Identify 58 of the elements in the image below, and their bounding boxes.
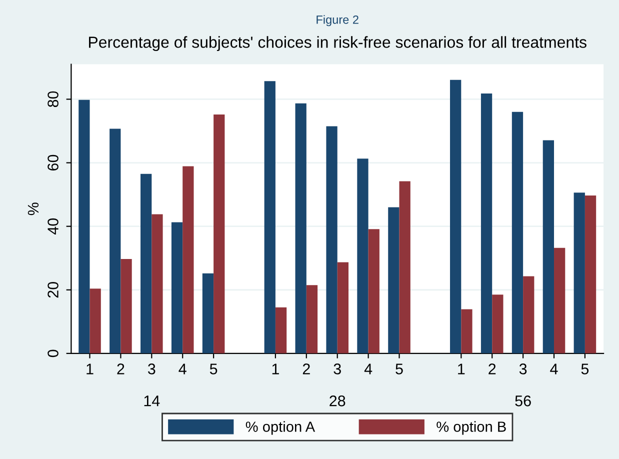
bar bbox=[152, 214, 163, 354]
bar bbox=[357, 158, 368, 354]
y-tick-label: 0 bbox=[48, 350, 58, 358]
bar bbox=[368, 229, 380, 354]
bar bbox=[450, 80, 462, 354]
x-tick-label: 1 bbox=[458, 364, 465, 374]
bar bbox=[171, 222, 183, 354]
bar bbox=[326, 126, 338, 354]
x-tick-label: 3 bbox=[519, 364, 527, 374]
y-tick-label: 80 bbox=[48, 91, 58, 108]
bar bbox=[120, 259, 132, 354]
legend-label: % option A bbox=[246, 421, 316, 435]
bar bbox=[295, 103, 306, 354]
x-tick-label: 4 bbox=[550, 364, 558, 374]
x-tick-label: 2 bbox=[117, 364, 124, 374]
x-tick-label: 1 bbox=[272, 364, 279, 374]
bar bbox=[90, 288, 101, 354]
x-tick-label: 4 bbox=[178, 364, 186, 374]
x-tick-label: 3 bbox=[148, 364, 156, 374]
y-tick-label: 40 bbox=[48, 218, 58, 234]
text: 14 bbox=[144, 396, 160, 406]
bar bbox=[306, 285, 318, 354]
x-tick-label: 2 bbox=[302, 364, 310, 374]
x-tick-label: 5 bbox=[581, 364, 589, 374]
bar bbox=[399, 181, 410, 354]
chart-title: Figure 2 bbox=[316, 15, 358, 26]
bar bbox=[275, 307, 287, 354]
x-tick-label: 4 bbox=[364, 364, 372, 374]
bar bbox=[264, 81, 276, 354]
bar bbox=[110, 128, 121, 354]
x-tick-label: 3 bbox=[334, 364, 341, 374]
y-tick-label: 60 bbox=[48, 154, 58, 170]
bar bbox=[214, 114, 225, 354]
bar bbox=[78, 100, 90, 354]
bar bbox=[182, 166, 194, 354]
bar bbox=[140, 174, 152, 354]
bar bbox=[512, 112, 524, 354]
legend-label: % option B bbox=[436, 421, 506, 435]
chart-subtitle: Percentage of subjects' choices in risk-free scenarios for all treatments bbox=[89, 36, 586, 52]
text: 56 bbox=[515, 396, 531, 406]
bar bbox=[337, 262, 348, 354]
bar bbox=[480, 93, 492, 354]
bar bbox=[523, 276, 534, 354]
bar bbox=[492, 294, 504, 354]
bar bbox=[461, 309, 472, 354]
bar bbox=[388, 207, 400, 354]
x-tick-label: 1 bbox=[86, 364, 94, 374]
bar bbox=[202, 273, 214, 354]
bar bbox=[584, 196, 596, 354]
x-tick-label: 5 bbox=[396, 364, 403, 374]
bar bbox=[574, 192, 585, 354]
y-axis-title: % bbox=[28, 202, 39, 216]
text: 28 bbox=[330, 396, 346, 406]
bar bbox=[554, 248, 566, 354]
bar bbox=[542, 140, 554, 354]
y-tick-label: 20 bbox=[48, 282, 58, 298]
x-tick-label: 5 bbox=[210, 364, 218, 374]
x-tick-label: 2 bbox=[488, 364, 496, 374]
